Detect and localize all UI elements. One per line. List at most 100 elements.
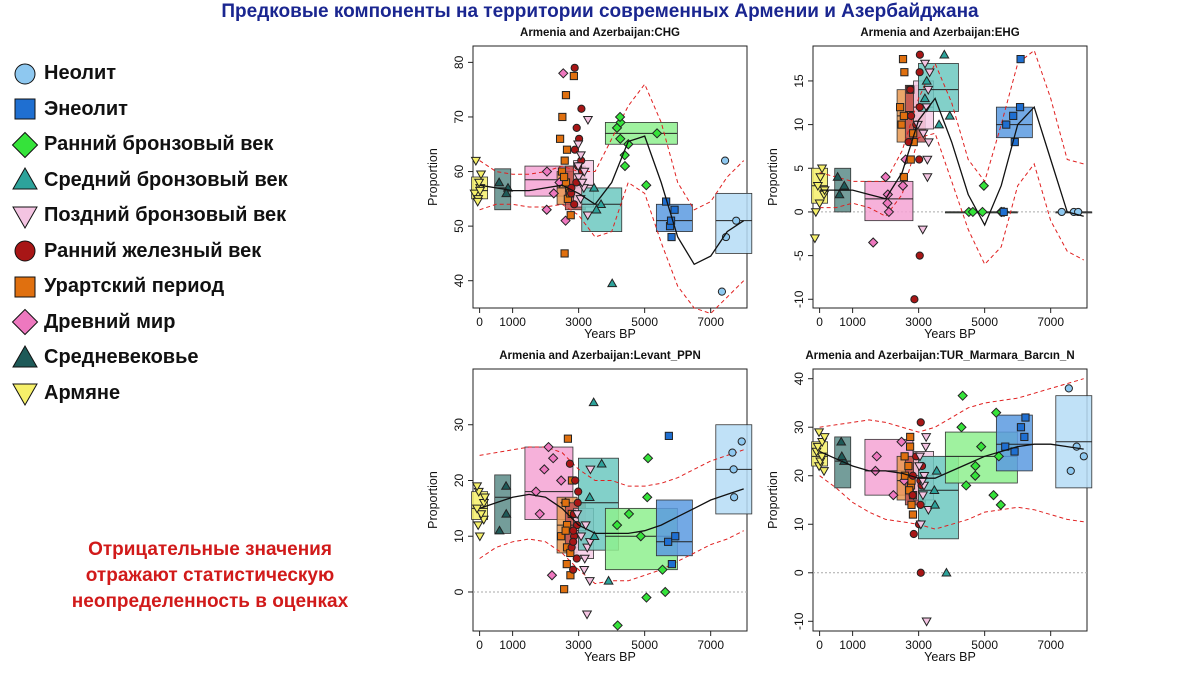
- data-point-древний-мир: [867, 237, 879, 248]
- data-point-ранний-железный-век: [916, 568, 925, 577]
- data-point-ранний-железный-век: [910, 295, 919, 304]
- data-point-средний-бронзовый-век: [584, 491, 595, 501]
- data-point-ранний-железный-век: [570, 200, 579, 209]
- data-point-неолит: [1079, 452, 1088, 461]
- data-point-ранний-железный-век: [915, 50, 924, 59]
- chart-svg: Armenia and Azerbaijan:CHG 40 50 60 70 80 0 100…: [426, 27, 753, 341]
- legend-item: Ранний бронзовый век: [10, 127, 288, 163]
- data-point-неолит: [737, 437, 746, 446]
- triangle-down-icon: [12, 383, 38, 407]
- data-point-средний-бронзовый-век: [588, 182, 600, 192]
- data-point-поздний-бронзовый-век: [579, 167, 590, 177]
- data-point-ранний-бронзовый-век: [988, 489, 999, 501]
- data-point-ранний-бронзовый-век: [970, 460, 981, 472]
- x-axis-label: Years BP: [924, 327, 976, 341]
- legend-marker: [14, 276, 36, 298]
- data-point-энеолит: [667, 560, 676, 569]
- data-point-ранний-железный-век: [915, 68, 924, 77]
- data-point-поздний-бронзовый-век: [585, 465, 596, 475]
- data-point-средневековье: [839, 180, 850, 190]
- data-point-поздний-бронзовый-век: [584, 577, 595, 587]
- data-point-древний-мир: [558, 68, 569, 79]
- data-point-древний-мир: [871, 451, 882, 462]
- y-tick-label: 30: [452, 418, 466, 432]
- data-point-ранний-железный-век: [916, 418, 925, 427]
- legend-label: Средний бронзовый век: [44, 168, 288, 191]
- data-point-поздний-бронзовый-век: [914, 462, 925, 472]
- legend-item: Армяне: [10, 376, 288, 412]
- data-point-армяне: [819, 433, 830, 443]
- data-point-неолит: [720, 156, 730, 165]
- y-tick-label: 40: [792, 372, 806, 386]
- data-point-энеолит: [999, 207, 1008, 217]
- box-средневековье: [494, 474, 512, 534]
- legend-label: Армяне: [44, 381, 121, 404]
- x-tick-label: 0: [476, 638, 483, 652]
- data-point-ранний-железный-век: [569, 526, 578, 535]
- data-point-древний-мир: [534, 508, 545, 520]
- data-point-урартский-период: [560, 585, 569, 594]
- triangle-up-icon: [12, 167, 38, 190]
- data-point-древний-мир: [546, 570, 558, 581]
- data-point-армяне: [474, 186, 486, 196]
- data-point-неолит: [717, 287, 727, 296]
- y-axis-label: Proportion: [426, 471, 440, 529]
- data-point-армяне: [475, 510, 487, 520]
- data-point-ранний-бронзовый-век: [993, 451, 1005, 462]
- data-point-армяне: [812, 442, 823, 452]
- data-point-средневековье: [836, 436, 847, 446]
- data-point-поздний-бронзовый-век: [575, 195, 586, 205]
- chart-tur-marmara: Armenia and Azerbaijan:TUR_Marmara_Barcı…: [765, 345, 1105, 665]
- data-point-урартский-период: [895, 103, 905, 112]
- data-point-ранний-бронзовый-век: [641, 179, 652, 191]
- chart-title: Armenia and Azerbaijan:Levant_PPN: [499, 350, 701, 362]
- y-tick-label: -10: [792, 612, 806, 630]
- legend-label: Энеолит: [44, 97, 128, 120]
- ci-upper-line: [479, 446, 744, 487]
- data-point-урартский-период: [899, 111, 908, 120]
- chart-chg: Armenia and Azerbaijan:CHG 40 50 60 70 80 0 100…: [425, 22, 765, 342]
- data-point-ранний-железный-век: [573, 498, 582, 507]
- data-point-поздний-бронзовый-век: [582, 211, 593, 221]
- x-tick-label: 5000: [631, 315, 658, 329]
- data-point-поздний-бронзовый-век: [923, 138, 934, 148]
- data-point-неолит: [1064, 384, 1073, 393]
- data-point-средневековье: [494, 525, 505, 535]
- data-point-армяне: [814, 199, 825, 209]
- data-point-ранний-железный-век: [909, 529, 918, 539]
- data-point-ранний-железный-век: [570, 63, 579, 72]
- data-point-урартский-период: [566, 211, 575, 220]
- data-point-ранний-бронзовый-век: [642, 452, 654, 464]
- data-point-поздний-бронзовый-век: [922, 155, 933, 165]
- legend-item: Средний бронзовый век: [10, 163, 288, 199]
- data-point-энеолит: [1021, 413, 1030, 422]
- data-point-энеолит: [670, 205, 679, 214]
- plot-frame: [472, 45, 748, 309]
- y-axis-label: Proportion: [766, 471, 780, 529]
- data-point-средний-бронзовый-век: [588, 397, 599, 407]
- data-point-урартский-период: [557, 532, 566, 541]
- data-point-урартский-период: [563, 434, 573, 443]
- data-point-средний-бронзовый-век: [596, 458, 607, 468]
- data-point-энеолит: [1009, 111, 1018, 120]
- data-point-ранний-железный-век: [577, 104, 586, 113]
- data-point-ранний-железный-век: [574, 487, 583, 496]
- page-title: Предковые компоненты на территории совре…: [221, 1, 979, 22]
- x-tick-label: 0: [476, 315, 483, 329]
- data-point-поздний-бронзовый-век: [575, 151, 587, 161]
- data-point-ранний-железный-век: [571, 476, 580, 485]
- data-point-средневековье: [832, 171, 843, 181]
- data-point-неолит: [730, 493, 739, 502]
- data-point-поздний-бронзовый-век: [924, 68, 935, 78]
- ci-lower-line: [479, 181, 745, 315]
- data-point-древний-мир: [897, 180, 909, 191]
- box-энеолит: [655, 499, 693, 557]
- circle-icon: [14, 63, 36, 85]
- note-line-3: неопределенность в оценках: [71, 591, 349, 612]
- data-point-энеолит: [1015, 103, 1025, 112]
- data-point-неолит: [729, 465, 738, 474]
- chart-svg: Armenia and Azerbaijan:TUR_Marmara_Barcı…: [766, 350, 1093, 664]
- data-point-неолит: [732, 216, 741, 225]
- data-point-ранний-бронзовый-век: [611, 519, 623, 531]
- data-point-поздний-бронзовый-век: [917, 225, 928, 235]
